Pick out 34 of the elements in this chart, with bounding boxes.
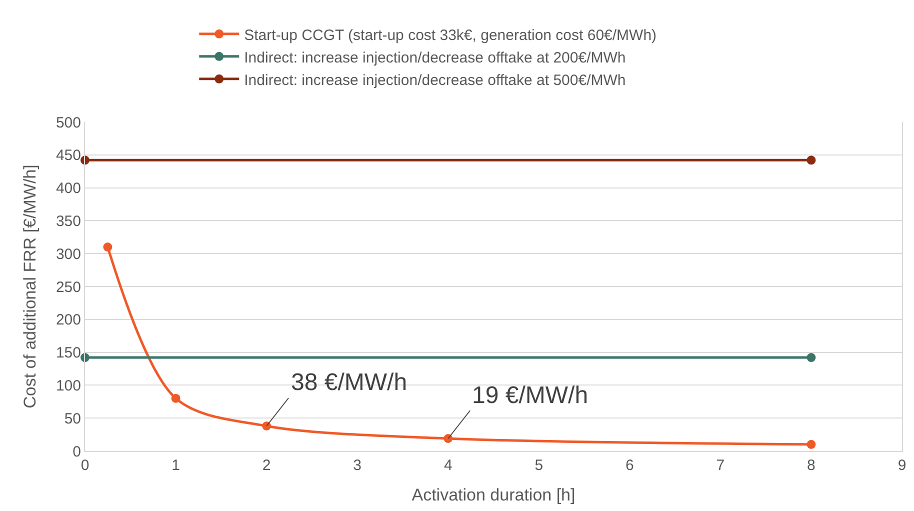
x-tick-label: 2 <box>262 457 271 474</box>
y-tick-label: 350 <box>56 212 81 230</box>
y-tick-label: 300 <box>56 246 81 263</box>
point <box>103 242 112 252</box>
y-tick-label: 450 <box>56 147 81 164</box>
legend-label: Indirect: increase injection/decrease offtake at 200€/MWh <box>244 49 626 66</box>
annotation: 38 €/MW/h <box>291 369 408 396</box>
point <box>171 394 180 403</box>
y-tick-label: 50 <box>64 410 81 428</box>
x-tick-label: 3 <box>353 457 362 474</box>
point <box>262 422 272 430</box>
y-tick-label: 200 <box>56 312 81 329</box>
y-tick-label: 100 <box>56 377 81 394</box>
annotation: 19 €/MW/h <box>472 382 588 409</box>
y-axis-title: Cost of additional FRR [€/MW/h] <box>20 164 40 408</box>
x-tick-label: 7 <box>716 457 725 474</box>
x-tick-label: 5 <box>534 457 544 474</box>
x-tick-label: 4 <box>444 457 452 474</box>
legend-label: Indirect: increase injection/decrease offtake at 500€/MWh <box>244 72 626 89</box>
y-tick-label: 0 <box>72 443 81 460</box>
y-tick-label: 400 <box>56 180 81 198</box>
y-tick-label: 500 <box>56 114 81 132</box>
x-tick-label: 9 <box>898 457 906 474</box>
point <box>806 440 816 449</box>
x-tick-label: 6 <box>626 457 634 474</box>
point <box>806 353 816 362</box>
point <box>806 156 816 165</box>
point <box>444 434 453 443</box>
x-axis-title: Activation duration [h] <box>412 485 576 504</box>
x-tick-label: 1 <box>172 457 180 474</box>
x-tick-label: 8 <box>807 457 816 474</box>
legend-label: Start-up CCGT (start-up cost 33k€, generation cost 60€/MWh) <box>244 26 657 44</box>
y-tick-label: 250 <box>56 278 81 296</box>
y-tick-label: 150 <box>56 344 81 362</box>
